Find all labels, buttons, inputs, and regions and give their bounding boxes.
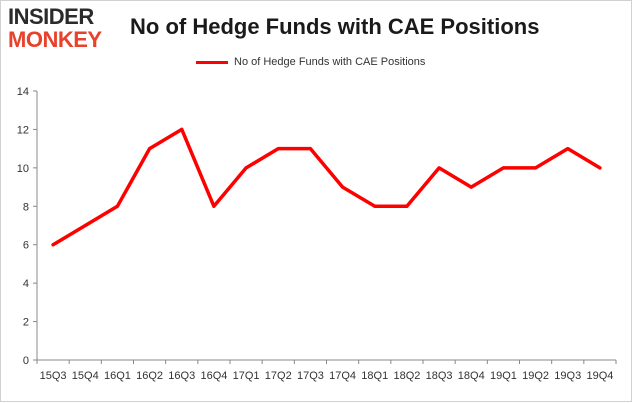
x-tick-label: 17Q3 bbox=[297, 370, 324, 382]
series-line bbox=[51, 127, 602, 247]
data-point bbox=[373, 204, 377, 208]
y-tick-label: 4 bbox=[23, 278, 29, 290]
data-point bbox=[501, 166, 505, 170]
y-tick-labels: 0 2 4 6 8 10 12 14 bbox=[17, 86, 29, 367]
x-tick-label: 16Q1 bbox=[104, 370, 131, 382]
chart-series bbox=[51, 127, 602, 247]
x-tick-label: 17Q4 bbox=[329, 370, 356, 382]
y-tick-label: 8 bbox=[23, 201, 29, 213]
x-tick-label: 17Q1 bbox=[233, 370, 260, 382]
data-point bbox=[51, 243, 55, 247]
data-point bbox=[341, 185, 345, 189]
x-tick-label: 16Q3 bbox=[168, 370, 195, 382]
data-point bbox=[83, 224, 87, 227]
y-tick-label: 10 bbox=[17, 163, 29, 175]
x-tick-label: 16Q4 bbox=[200, 370, 227, 382]
data-point bbox=[212, 204, 216, 208]
insider-monkey-logo: INSIDER MONKEY bbox=[8, 6, 116, 52]
legend-label: No of Hedge Funds with CAE Positions bbox=[234, 56, 426, 68]
data-point bbox=[115, 204, 119, 208]
legend-swatch bbox=[196, 60, 228, 64]
x-tick-label: 18Q2 bbox=[393, 370, 420, 382]
x-tick-label: 19Q3 bbox=[554, 370, 581, 382]
y-tick-label: 14 bbox=[17, 86, 29, 98]
data-point bbox=[180, 127, 184, 131]
x-tick-label: 16Q2 bbox=[136, 370, 163, 382]
x-tick-label: 18Q3 bbox=[426, 370, 453, 382]
data-point bbox=[405, 204, 409, 208]
y-tick-label: 2 bbox=[23, 317, 29, 329]
x-tick-label: 17Q2 bbox=[265, 370, 292, 382]
chart-axes bbox=[33, 90, 617, 364]
chart-legend: No of Hedge Funds with CAE Positions bbox=[196, 55, 425, 69]
x-tick-label: 18Q4 bbox=[458, 370, 485, 382]
x-tick-label: 19Q1 bbox=[490, 370, 517, 382]
y-tick-label: 0 bbox=[23, 355, 29, 367]
x-tick-label: 15Q3 bbox=[40, 370, 67, 382]
y-tick-label: 6 bbox=[23, 240, 29, 252]
x-tick-label: 19Q4 bbox=[586, 370, 613, 382]
chart-title: No of Hedge Funds with CAE Positions bbox=[130, 14, 540, 39]
x-tick-label: 19Q2 bbox=[522, 370, 549, 382]
data-point bbox=[308, 147, 312, 151]
data-point bbox=[244, 166, 248, 170]
data-point bbox=[566, 147, 570, 151]
x-tick-label: 15Q4 bbox=[72, 370, 99, 382]
x-tick-labels: 15Q3 15Q4 16Q1 16Q2 16Q3 16Q4 17Q1 17Q2 17Q3 17Q4… bbox=[40, 370, 614, 382]
logo-text-top: INSIDER bbox=[8, 4, 94, 29]
data-point bbox=[437, 166, 441, 170]
x-tick-label: 18Q1 bbox=[361, 370, 388, 382]
data-point bbox=[276, 147, 280, 151]
data-point bbox=[148, 147, 152, 151]
y-tick-label: 12 bbox=[17, 124, 29, 136]
data-point bbox=[598, 166, 602, 170]
data-point bbox=[534, 166, 538, 170]
data-point bbox=[469, 185, 473, 189]
logo-text-bottom: MONKEY bbox=[8, 27, 102, 52]
